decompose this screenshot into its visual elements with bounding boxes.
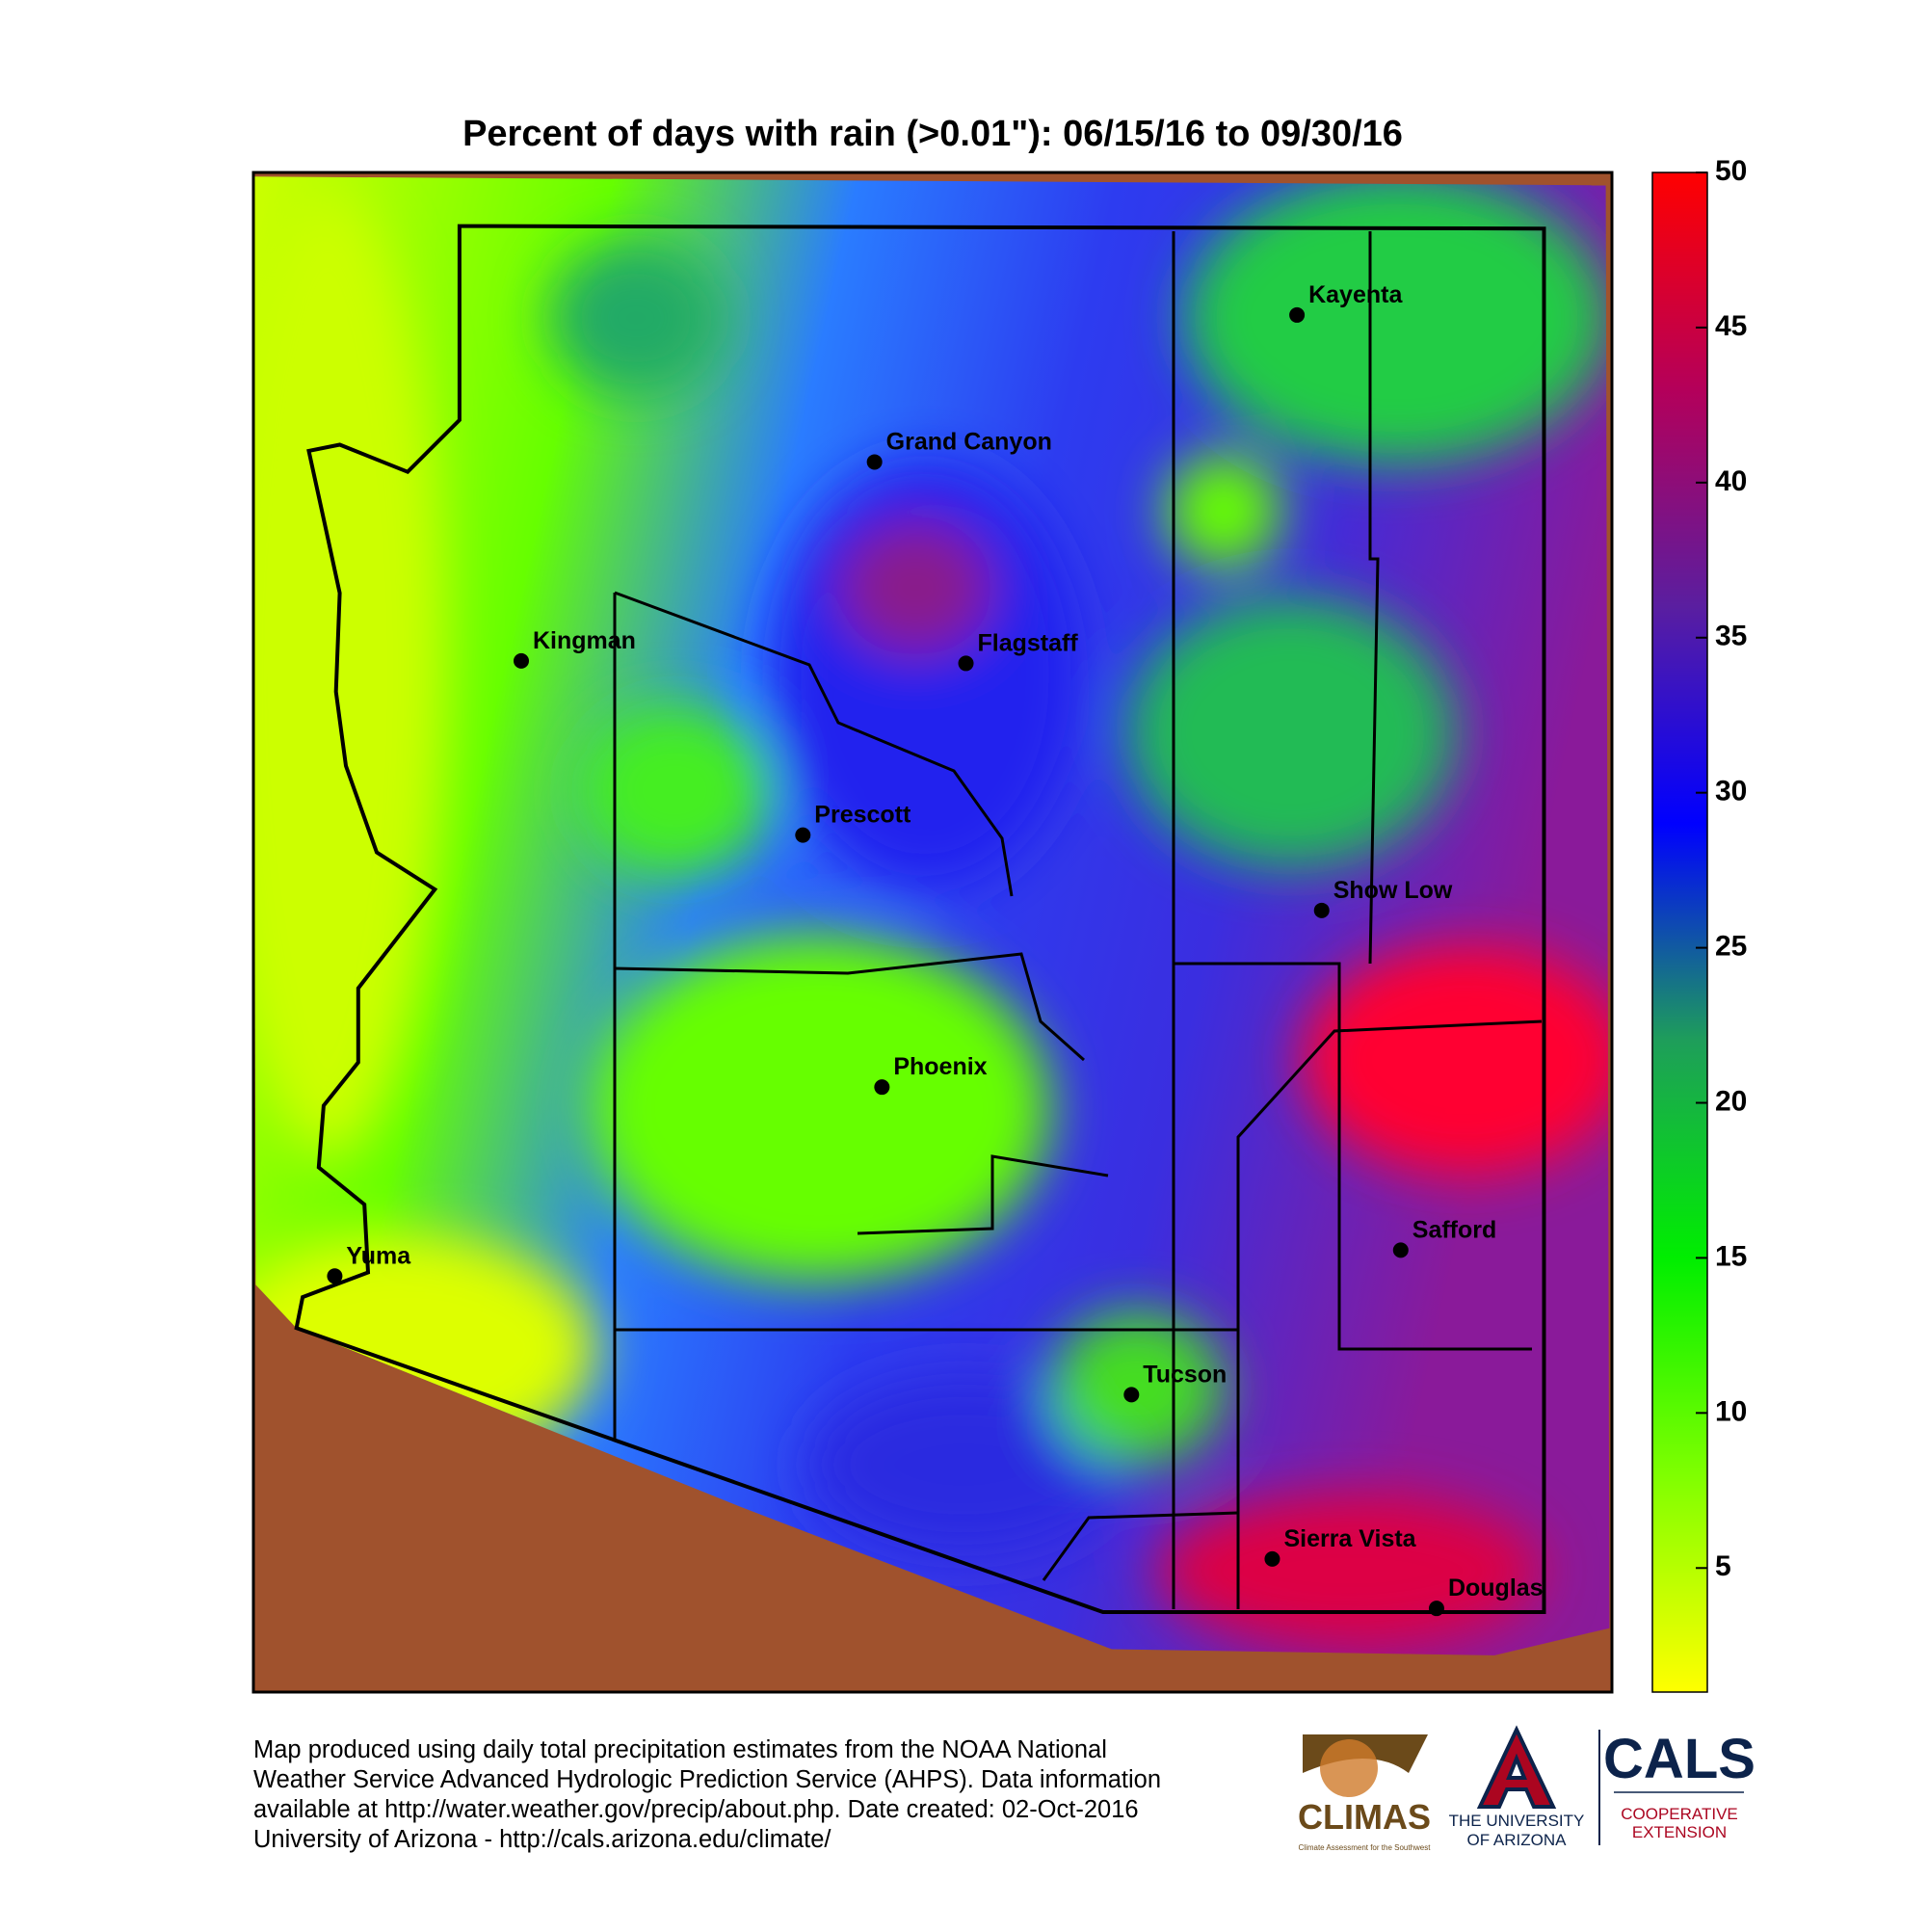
- logo-climas: CLIMAS: [1298, 1797, 1431, 1837]
- county-line: [614, 952, 1085, 1062]
- footer-line: University of Arizona - http://cals.ariz…: [253, 1826, 832, 1853]
- city-dot: [1289, 306, 1306, 323]
- city-dot: [866, 454, 883, 470]
- footer-line: Map produced using daily total precipita…: [253, 1736, 1107, 1763]
- county-line: [1042, 1511, 1239, 1581]
- city-label: Kingman: [533, 627, 636, 654]
- city-label: Kayenta: [1308, 281, 1403, 308]
- climas-sun: [1320, 1739, 1378, 1797]
- city-dot: [874, 1079, 890, 1096]
- colorbar-tick-label: 50: [1715, 155, 1747, 187]
- city-label: Phoenix: [893, 1053, 987, 1080]
- county-line: [857, 1154, 1109, 1235]
- city-dot: [1313, 902, 1330, 918]
- colorbar-tick-label: 10: [1715, 1395, 1747, 1427]
- colorbar-tick-label: 35: [1715, 621, 1747, 652]
- city-dot: [1428, 1601, 1444, 1617]
- logo-cals-2: EXTENSION: [1632, 1823, 1727, 1841]
- blob: [578, 703, 771, 877]
- blob: [1050, 1310, 1224, 1465]
- logo-cals: CALS: [1603, 1728, 1755, 1790]
- blob: [1301, 944, 1610, 1176]
- map-title: Percent of days with rain (>0.01"): 06/1…: [462, 114, 1403, 154]
- city-label: Tucson: [1143, 1361, 1227, 1388]
- county-line: [1368, 231, 1380, 965]
- blob: [588, 935, 1050, 1282]
- colorbar-tick-label: 30: [1715, 776, 1747, 807]
- city-label: Grand Canyon: [886, 428, 1052, 455]
- city-dot: [795, 827, 811, 843]
- map-frame: [251, 171, 1614, 1694]
- footer: Map produced using daily total precipita…: [253, 1736, 1161, 1853]
- county-line: [1236, 1019, 1543, 1330]
- city-label: Douglas: [1448, 1575, 1544, 1601]
- colorbar-tick-label: 45: [1715, 310, 1747, 342]
- logo-ua-2: OF ARIZONA: [1467, 1831, 1568, 1849]
- county-lines: [613, 231, 1543, 1609]
- blob: [1166, 453, 1281, 569]
- city-label: Prescott: [814, 802, 911, 829]
- city-label: Yuma: [346, 1242, 411, 1269]
- county-line: [1174, 962, 1532, 1351]
- city-label: Show Low: [1333, 877, 1453, 904]
- city-dot: [1123, 1387, 1140, 1403]
- footer-line: Weather Service Advanced Hydrologic Pred…: [253, 1766, 1161, 1793]
- blob: [1185, 176, 1609, 463]
- county-line: [614, 591, 1014, 897]
- colorbar-tick-label: 5: [1715, 1550, 1731, 1582]
- blob: [1156, 1494, 1542, 1648]
- city-dot: [514, 652, 530, 669]
- colorbar-tick-label: 25: [1715, 931, 1747, 963]
- colorbar: [1651, 172, 1708, 1693]
- footer-line: available at http://water.weather.gov/pr…: [253, 1796, 1139, 1823]
- ua-logo-a: [1476, 1725, 1557, 1809]
- colorbar-tick-label: 15: [1715, 1240, 1747, 1272]
- logo-cals-1: COOPERATIVE: [1621, 1805, 1738, 1823]
- colorbar-ticks: 5 10 15 20 25 30 35 40 45 50: [1696, 155, 1747, 1582]
- cities: Kayenta Grand Canyon Kingman Flagstaff Presc…: [327, 281, 1544, 1617]
- blob: [252, 193, 443, 1156]
- logo-ua-1: THE UNIVERSITY: [1449, 1812, 1585, 1830]
- blob: [838, 520, 992, 655]
- city-dot: [1392, 1242, 1409, 1258]
- city-label: Flagstaff: [978, 629, 1079, 656]
- city-dot: [1264, 1550, 1280, 1567]
- colorbar-tick-label: 40: [1715, 465, 1747, 497]
- city-label: Safford: [1412, 1216, 1497, 1243]
- city-dot: [327, 1268, 343, 1284]
- logos: CLIMAS Climate Assessment for the Southw…: [1298, 1725, 1755, 1852]
- logo-climas-sub: Climate Assessment for the Southwest: [1299, 1843, 1432, 1852]
- city-dot: [958, 655, 974, 672]
- blob: [809, 1378, 1118, 1551]
- precip-field: [252, 176, 1610, 1655]
- city-label: Sierra Vista: [1283, 1525, 1416, 1552]
- colorbar-tick-label: 20: [1715, 1085, 1747, 1117]
- blob: [549, 241, 723, 395]
- state-border: [294, 224, 1546, 1614]
- blob: [1127, 597, 1455, 867]
